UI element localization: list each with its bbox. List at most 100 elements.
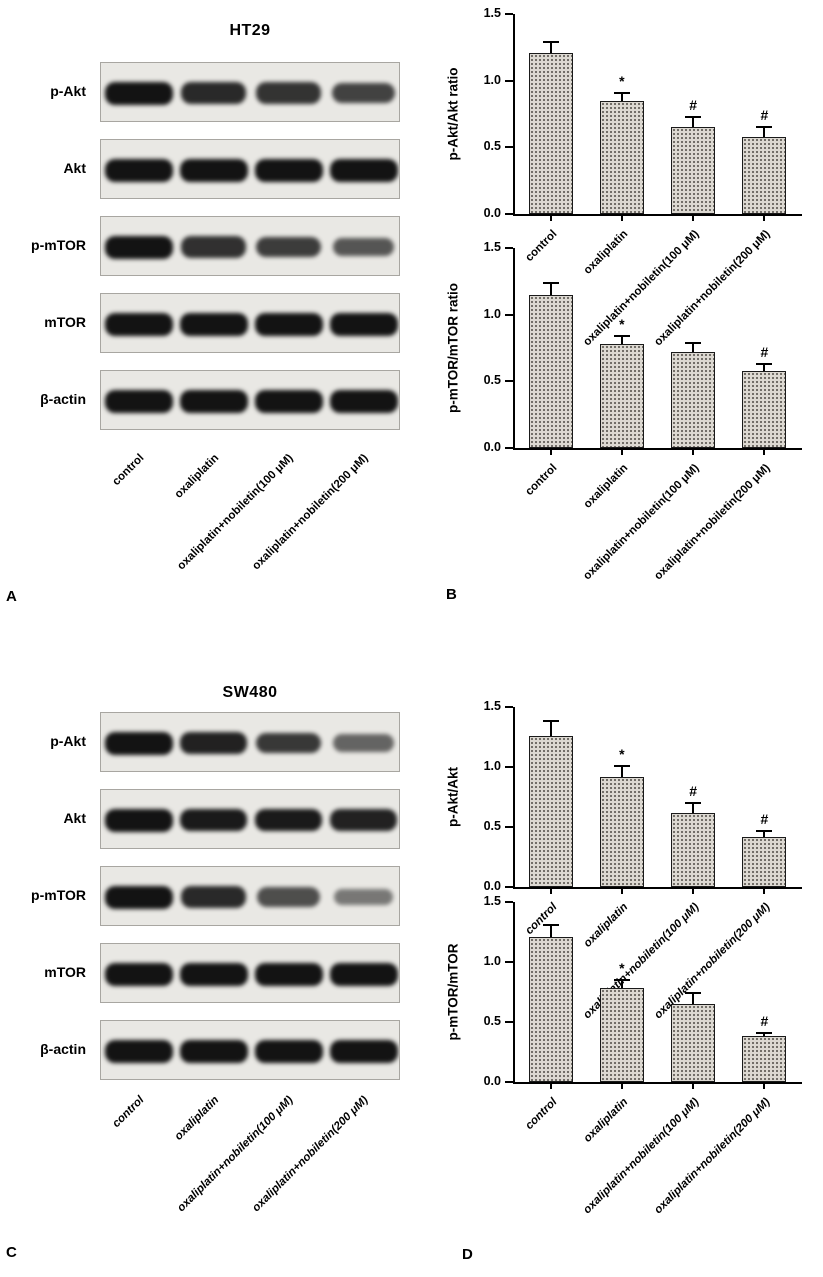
significance-marker: # xyxy=(760,1012,769,1029)
blot-box xyxy=(100,943,400,1003)
error-bar xyxy=(763,1032,766,1037)
protein-band xyxy=(254,389,323,413)
protein-band xyxy=(104,389,173,413)
y-tick-label: 1.0 xyxy=(483,759,501,773)
x-tick xyxy=(692,216,695,221)
error-bar xyxy=(692,342,695,352)
x-tick xyxy=(549,1084,552,1089)
error-bar-cap xyxy=(756,126,773,129)
y-tick xyxy=(505,706,513,708)
y-axis-title: p-mTOR/mTOR xyxy=(445,943,461,1041)
y-tick xyxy=(505,447,513,449)
error-bar-cap xyxy=(685,802,702,804)
y-tick-label: 1.5 xyxy=(483,240,501,254)
panel-letter-a: A xyxy=(6,588,17,605)
y-axis xyxy=(513,707,515,889)
y-tick-label: 1.5 xyxy=(483,699,501,713)
protein-label: p-mTOR xyxy=(31,887,86,903)
error-bar xyxy=(692,116,695,128)
y-tick-label: 1.5 xyxy=(483,6,501,20)
x-category-label-text: oxaliplatin+nobiletin(200 μM) xyxy=(652,1096,773,1217)
y-tick-label: 1.0 xyxy=(483,72,501,87)
protein-band xyxy=(180,731,247,755)
y-tick xyxy=(505,1021,513,1023)
significance-marker: # xyxy=(760,107,769,124)
lane-label-text: oxaliplatin xyxy=(172,1094,221,1143)
y-tick-label: 1.0 xyxy=(483,306,501,321)
protein-band xyxy=(179,962,248,986)
blot-box xyxy=(100,712,400,772)
bar xyxy=(599,988,644,1082)
error-bar xyxy=(763,364,766,371)
protein-label: Akt xyxy=(63,160,86,176)
x-axis xyxy=(513,1082,802,1084)
protein-band xyxy=(179,808,248,832)
protein-band xyxy=(257,887,320,907)
y-tick xyxy=(505,247,513,249)
protein-band xyxy=(104,885,173,909)
western-blot-ht29: p-Akt Akt p-mTOR mTOR β-actin control oxalipla… xyxy=(0,0,430,655)
protein-band xyxy=(179,158,248,182)
blot-box xyxy=(100,866,400,926)
protein-band xyxy=(179,1039,248,1063)
error-bar xyxy=(620,336,623,344)
x-tick xyxy=(692,450,695,455)
protein-band xyxy=(254,962,323,986)
x-axis xyxy=(513,887,802,889)
error-bar-cap xyxy=(685,992,702,995)
y-tick xyxy=(505,1081,513,1083)
lane-label-text: control xyxy=(109,452,146,489)
blot-box xyxy=(100,1020,400,1080)
bar xyxy=(671,1004,716,1082)
protein-band xyxy=(104,81,173,105)
x-axis xyxy=(513,214,802,216)
y-tick xyxy=(505,766,513,768)
y-tick xyxy=(505,213,513,215)
y-tick xyxy=(505,826,513,828)
chart-sw480-pmtor-mtor: 0.0 0.5 1.0 1.5 p-mTOR/mTOR control * oxaliplat… xyxy=(430,662,823,1277)
y-tick-label: 0.0 xyxy=(483,440,501,454)
significance-marker: # xyxy=(689,96,698,113)
bar xyxy=(742,136,787,214)
x-tick xyxy=(549,889,552,894)
protein-label: β-actin xyxy=(40,391,86,407)
x-tick xyxy=(620,216,623,221)
error-bar-cap xyxy=(756,829,773,832)
protein-label: Akt xyxy=(63,810,86,826)
blot-title-ht29: HT29 xyxy=(229,22,271,39)
protein-band xyxy=(329,389,398,413)
protein-label: p-Akt xyxy=(50,733,86,749)
significance-marker: * xyxy=(619,316,625,332)
protein-band xyxy=(256,732,321,754)
protein-band xyxy=(334,888,393,906)
significance-marker: * xyxy=(619,960,625,976)
x-tick xyxy=(763,216,766,221)
significance-marker: # xyxy=(689,783,698,799)
error-bar-cap xyxy=(756,363,773,365)
x-tick xyxy=(763,1084,766,1089)
y-tick-label: 0.5 xyxy=(483,139,501,154)
protein-band xyxy=(331,82,396,104)
bar xyxy=(742,370,787,448)
protein-label: p-Akt xyxy=(50,83,86,99)
error-bar-cap xyxy=(613,91,630,94)
error-bar xyxy=(620,92,623,101)
x-category-label-text: oxaliplatin xyxy=(581,1096,631,1145)
protein-band xyxy=(332,237,395,257)
panel-letter-c: C xyxy=(6,1244,17,1261)
x-tick xyxy=(549,216,552,221)
error-bar xyxy=(692,993,695,1004)
protein-band xyxy=(256,236,321,258)
chart-ht29-pakt-akt: 0.0 0.5 1.0 1.5 p-Akt/Akt ratio control * oxali… xyxy=(430,0,823,655)
error-bar xyxy=(620,765,623,777)
x-category-label-text: control xyxy=(523,1096,560,1133)
protein-band xyxy=(329,158,398,182)
x-category-label-text: oxaliplatin+nobiletin(200 μM) xyxy=(652,462,773,583)
protein-label: mTOR xyxy=(44,964,86,980)
bar xyxy=(528,936,573,1082)
panel-b-ht29-charts: 0.0 0.5 1.0 1.5 p-Akt/Akt ratio control * oxali… xyxy=(430,0,823,655)
bar xyxy=(599,776,644,887)
error-bar xyxy=(549,924,552,937)
error-bar-cap xyxy=(542,41,559,43)
